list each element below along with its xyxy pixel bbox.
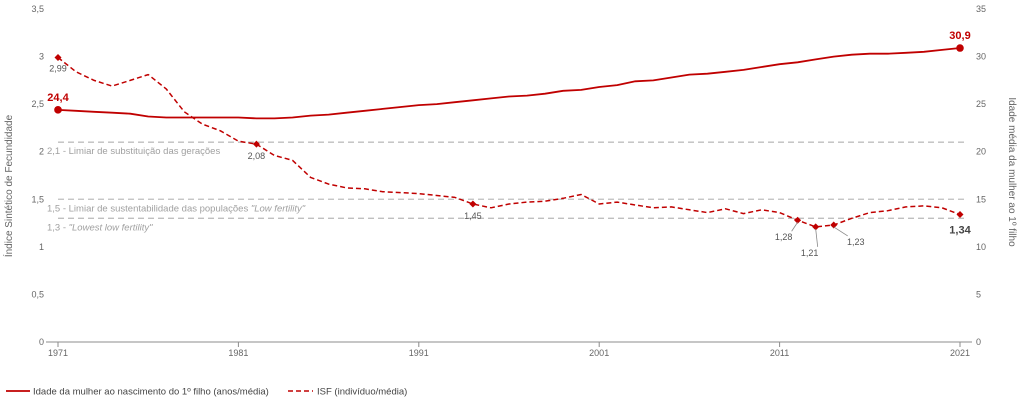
right-tick-label: 30: [976, 52, 986, 62]
right-axis-ticks: 0 5 10 15 20 25 30 35: [976, 4, 986, 347]
left-tick-label: 0,5: [31, 289, 44, 299]
end-marker: [54, 106, 62, 114]
reference-line-label: 1,5 - Limiar de sustentabilidade das pop…: [47, 203, 306, 214]
point-marker: [830, 221, 838, 229]
reference-line-label: 2,1 - Limiar de substituição das geraçõe…: [47, 146, 220, 157]
point-marker: [252, 140, 260, 148]
point-value-label: 1,23: [847, 237, 865, 247]
legend-label: ISF (indivíduo/média): [317, 387, 407, 398]
left-axis-ticks: 0 0,5 1 1,5 2 2,5 3 3,5: [31, 4, 44, 347]
x-axis: 1971 1981 1991 2001 2011 2021: [46, 341, 972, 358]
left-tick-label: 3,5: [31, 4, 44, 14]
point-value-label: 2,99: [49, 64, 67, 74]
legend: Idade da mulher ao nascimento do 1º filh…: [6, 387, 407, 398]
left-tick-label: 0: [39, 337, 44, 347]
point-value-label: 1,21: [801, 248, 819, 258]
right-tick-label: 0: [976, 337, 981, 347]
end-marker: [956, 211, 964, 219]
x-tick-label: 1991: [409, 348, 429, 358]
end-value-label: 24,4: [47, 92, 69, 104]
series-line-1: [57, 56, 961, 228]
point-value-label: 2,08: [248, 151, 266, 161]
left-tick-label: 3: [39, 52, 44, 62]
series-lines: [57, 47, 961, 228]
right-tick-label: 25: [976, 99, 986, 109]
right-tick-label: 35: [976, 4, 986, 14]
left-tick-label: 2: [39, 147, 44, 157]
x-tick-label: 2011: [770, 348, 789, 358]
point-marker: [469, 200, 477, 208]
point-value-label: 1,45: [464, 211, 482, 221]
point-value-label: 1,28: [775, 232, 793, 242]
leader-line: [833, 226, 848, 237]
right-tick-label: 20: [976, 147, 986, 157]
point-marker: [812, 223, 820, 231]
right-axis-title-group: Idade média da mulher ao 1º filho: [1006, 97, 1017, 247]
leader-line: [791, 221, 798, 232]
x-tick-label: 2001: [589, 348, 609, 358]
series-line-0: [57, 47, 961, 120]
right-axis-title: Idade média da mulher ao 1º filho: [1006, 97, 1017, 247]
point-marker: [54, 54, 62, 62]
left-axis-title-group: Índice Sintético de Fecundidade: [2, 114, 15, 257]
right-tick-label: 10: [976, 242, 986, 252]
legend-label: Idade da mulher ao nascimento do 1º filh…: [33, 387, 269, 398]
right-tick-label: 15: [976, 194, 986, 204]
left-tick-label: 1,5: [31, 194, 44, 204]
x-tick-label: 1981: [228, 348, 248, 358]
point-marker: [794, 216, 802, 224]
x-tick-label: 1971: [48, 348, 68, 358]
x-tick-label: 2021: [950, 348, 970, 358]
data-labels: 24,4 30,9 1,34 2,99 2,08 1,45 1,28 1,21 1,23: [47, 30, 971, 258]
end-marker: [956, 44, 964, 52]
reference-lines: 2,1 - Limiar de substituição das geraçõe…: [47, 141, 964, 233]
end-value-label: 1,34: [949, 225, 971, 237]
left-tick-label: 1: [39, 242, 44, 252]
reference-line-label: 1,3 - "Lowest low fertility": [47, 222, 153, 233]
left-axis-title: Índice Sintético de Fecundidade: [2, 114, 15, 257]
point-markers: [54, 44, 964, 231]
end-value-label: 30,9: [949, 30, 970, 42]
leader-line: [815, 228, 819, 247]
right-tick-label: 5: [976, 289, 981, 299]
left-tick-label: 2,5: [31, 99, 44, 109]
